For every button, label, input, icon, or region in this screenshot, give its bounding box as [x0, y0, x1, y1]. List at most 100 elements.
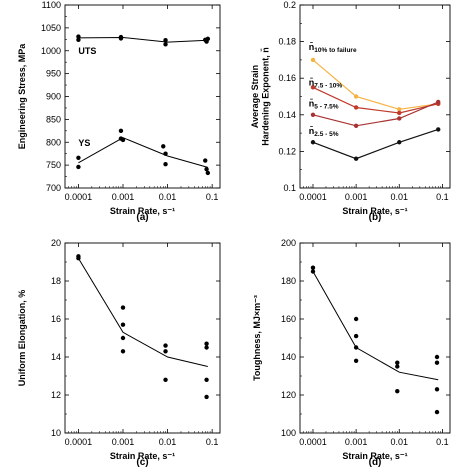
y-tick-label: 180: [281, 276, 296, 286]
data-point-ys: [205, 170, 211, 176]
data-point: [353, 316, 359, 322]
data-point-2: [310, 112, 316, 118]
x-axis-label: Strain Rate, s⁻¹: [342, 206, 407, 216]
x-tick-label: 0.0001: [65, 437, 93, 447]
y-tick-label: 20: [51, 238, 61, 248]
data-point: [163, 349, 168, 354]
data-point-0: [353, 94, 359, 99]
series-line-1: [312, 86, 439, 114]
data-point-ys: [118, 128, 124, 134]
x-tick-label: 0.1: [206, 192, 219, 202]
y-tick-label: 0.14: [278, 110, 296, 120]
data-point-ys: [163, 151, 168, 156]
data-point: [204, 394, 209, 400]
data-point: [395, 360, 400, 365]
plot-frame: [64, 4, 221, 189]
plot-frame: [64, 242, 221, 434]
data-point: [310, 265, 316, 270]
y-tick-label: 0.18: [278, 37, 296, 47]
legend-label-1: n̄7.5 - 10%: [309, 77, 343, 89]
series-label-ys: YS: [78, 138, 90, 148]
data-point: [353, 358, 359, 363]
x-axis-label: Strain Rate, s⁻¹: [342, 451, 407, 461]
y-tick-label: 800: [46, 137, 61, 147]
y-tick-label: 750: [46, 160, 61, 170]
series-label-uts: UTS: [78, 46, 96, 56]
trend-line: [77, 257, 208, 367]
series-line-uts: [78, 36, 208, 43]
data-point: [310, 269, 316, 274]
panel-label: (b): [369, 212, 382, 223]
data-point-3: [353, 156, 359, 161]
panel-label: (c): [136, 457, 148, 468]
x-tick-label: 0.0001: [65, 192, 93, 202]
data-point-uts: [76, 34, 81, 39]
series-line-3: [312, 128, 439, 160]
data-point-ys: [120, 137, 126, 143]
x-tick-label: 0.001: [112, 437, 135, 447]
series-line-2: [312, 101, 439, 127]
y-axis-label: Engineering Stress, MPa: [17, 43, 27, 150]
y-tick-label: 200: [281, 238, 296, 248]
data-point: [434, 360, 440, 365]
data-point: [204, 341, 209, 346]
data-point: [163, 343, 168, 348]
x-tick-label: 0.001: [345, 192, 368, 202]
y-tick-label: 0.1: [283, 183, 296, 193]
data-point: [163, 377, 168, 382]
data-point-0: [397, 107, 402, 112]
data-point: [434, 409, 440, 415]
data-point-2: [353, 123, 359, 128]
data-point: [395, 389, 400, 394]
data-point: [395, 364, 400, 369]
series-line-0: [312, 59, 439, 110]
y-tick-label: 16: [51, 314, 61, 324]
plot-frame: [299, 242, 451, 434]
data-point-uts: [76, 37, 81, 42]
chart-panel-a: 700 750 800 850 900 950 1000 1050 1100 0.0001 0.00…: [17, 0, 221, 223]
data-point-ys: [161, 144, 166, 149]
y-tick-label: 120: [281, 390, 296, 400]
data-point: [120, 305, 126, 310]
y-axis-label: Uniform Elongation, %: [17, 290, 27, 387]
x-tick-label: 0.001: [112, 192, 135, 202]
x-tick-label: 0.1: [206, 437, 219, 447]
data-point-ys: [76, 164, 81, 170]
data-point: [76, 256, 81, 261]
data-point: [204, 377, 209, 382]
y-tick-label: 10: [51, 428, 61, 438]
x-tick-label: 0.0001: [299, 437, 327, 447]
data-point-ys: [76, 155, 81, 161]
y-tick-label: 1050: [41, 23, 61, 33]
panel-label: (d): [369, 457, 382, 468]
y-tick-label: 18: [51, 276, 61, 286]
y-tick-label: 0.16: [278, 73, 296, 83]
data-point-uts: [163, 38, 168, 43]
y-tick-label: 900: [46, 92, 61, 102]
legend-label-0: n̄10% to failure: [309, 42, 357, 54]
x-tick-label: 0.001: [345, 437, 368, 447]
data-point-ys: [203, 158, 208, 163]
x-tick-label: 0.01: [390, 437, 408, 447]
x-axis-label: Strain Rate, s⁻¹: [110, 206, 175, 216]
legend-label-3: n̄2.5 - 5%: [309, 126, 339, 138]
data-point-2: [397, 116, 402, 121]
data-point-ys: [163, 162, 168, 167]
data-point: [120, 335, 126, 341]
y-tick-label: 850: [46, 114, 61, 124]
chart-panel-b: 0.1 0.12 0.14 0.16 0.18 0.2 0.0001 0.001 0.01 0.1…: [250, 0, 451, 223]
y-tick-label: 140: [281, 352, 296, 362]
data-point-3: [436, 127, 441, 132]
data-point-uts: [118, 36, 124, 41]
series-line-ys: [78, 137, 208, 168]
y-tick-label: 1100: [42, 0, 61, 10]
data-point-uts: [163, 42, 168, 47]
data-point: [353, 345, 359, 350]
legend-label-2: n̄5 - 7.5%: [309, 99, 339, 111]
data-point: [204, 345, 209, 350]
trend-line: [312, 271, 439, 381]
y-tick-label: 14: [51, 352, 61, 362]
y-tick-label: 0.12: [278, 146, 296, 156]
y-tick-label: 700: [46, 183, 61, 193]
